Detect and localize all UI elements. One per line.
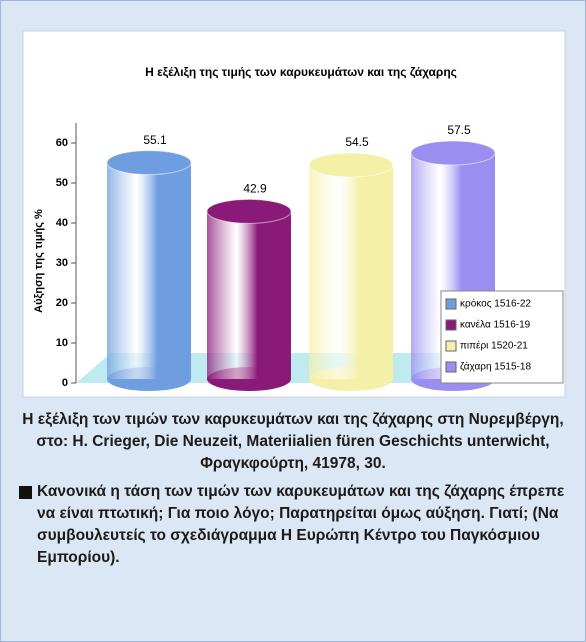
legend-label: ζάχαρη 1515-18 <box>460 361 531 373</box>
legend-label: κανέλα 1516-19 <box>460 319 531 331</box>
y-tick-label: 0 <box>62 377 68 389</box>
bar <box>207 211 291 379</box>
legend-swatch <box>445 298 457 310</box>
y-tick-label: 30 <box>56 257 68 269</box>
y-tick-label: 20 <box>56 297 68 309</box>
legend-swatch <box>445 340 457 352</box>
y-axis-label: Αύξηση της τιμής % <box>33 209 45 313</box>
y-tick-label: 50 <box>56 177 68 189</box>
bar-top <box>106 150 192 176</box>
bar <box>309 165 393 379</box>
bar <box>107 162 191 379</box>
caption: Η εξέλιξη των τιμών των καρυκευμάτων και… <box>22 411 564 472</box>
y-tick-label: 10 <box>56 337 68 349</box>
y-tick-label: 40 <box>56 217 68 229</box>
value-label: 42.9 <box>243 182 267 196</box>
chart: Η εξέλιξη της τιμής των καρυκευμάτων και… <box>22 30 566 398</box>
legend-swatch <box>445 319 457 331</box>
question: Κανονικά η τάση των τιμών των καρυκευμάτ… <box>15 481 571 569</box>
legend-label: πιπέρι 1520-21 <box>460 340 528 352</box>
legend-label: κρόκος 1516-22 <box>460 298 531 310</box>
chart-title: Η εξέλιξη της τιμής των καρυκευμάτων και… <box>145 65 457 79</box>
bar-top <box>410 140 496 166</box>
bar-top <box>206 198 292 224</box>
value-label: 57.5 <box>447 123 471 137</box>
bar-top <box>308 152 394 178</box>
value-label: 54.5 <box>345 135 369 149</box>
value-label: 55.1 <box>143 133 167 147</box>
legend-box <box>440 290 564 384</box>
y-tick-label: 60 <box>56 137 68 149</box>
legend-swatch <box>445 361 457 373</box>
